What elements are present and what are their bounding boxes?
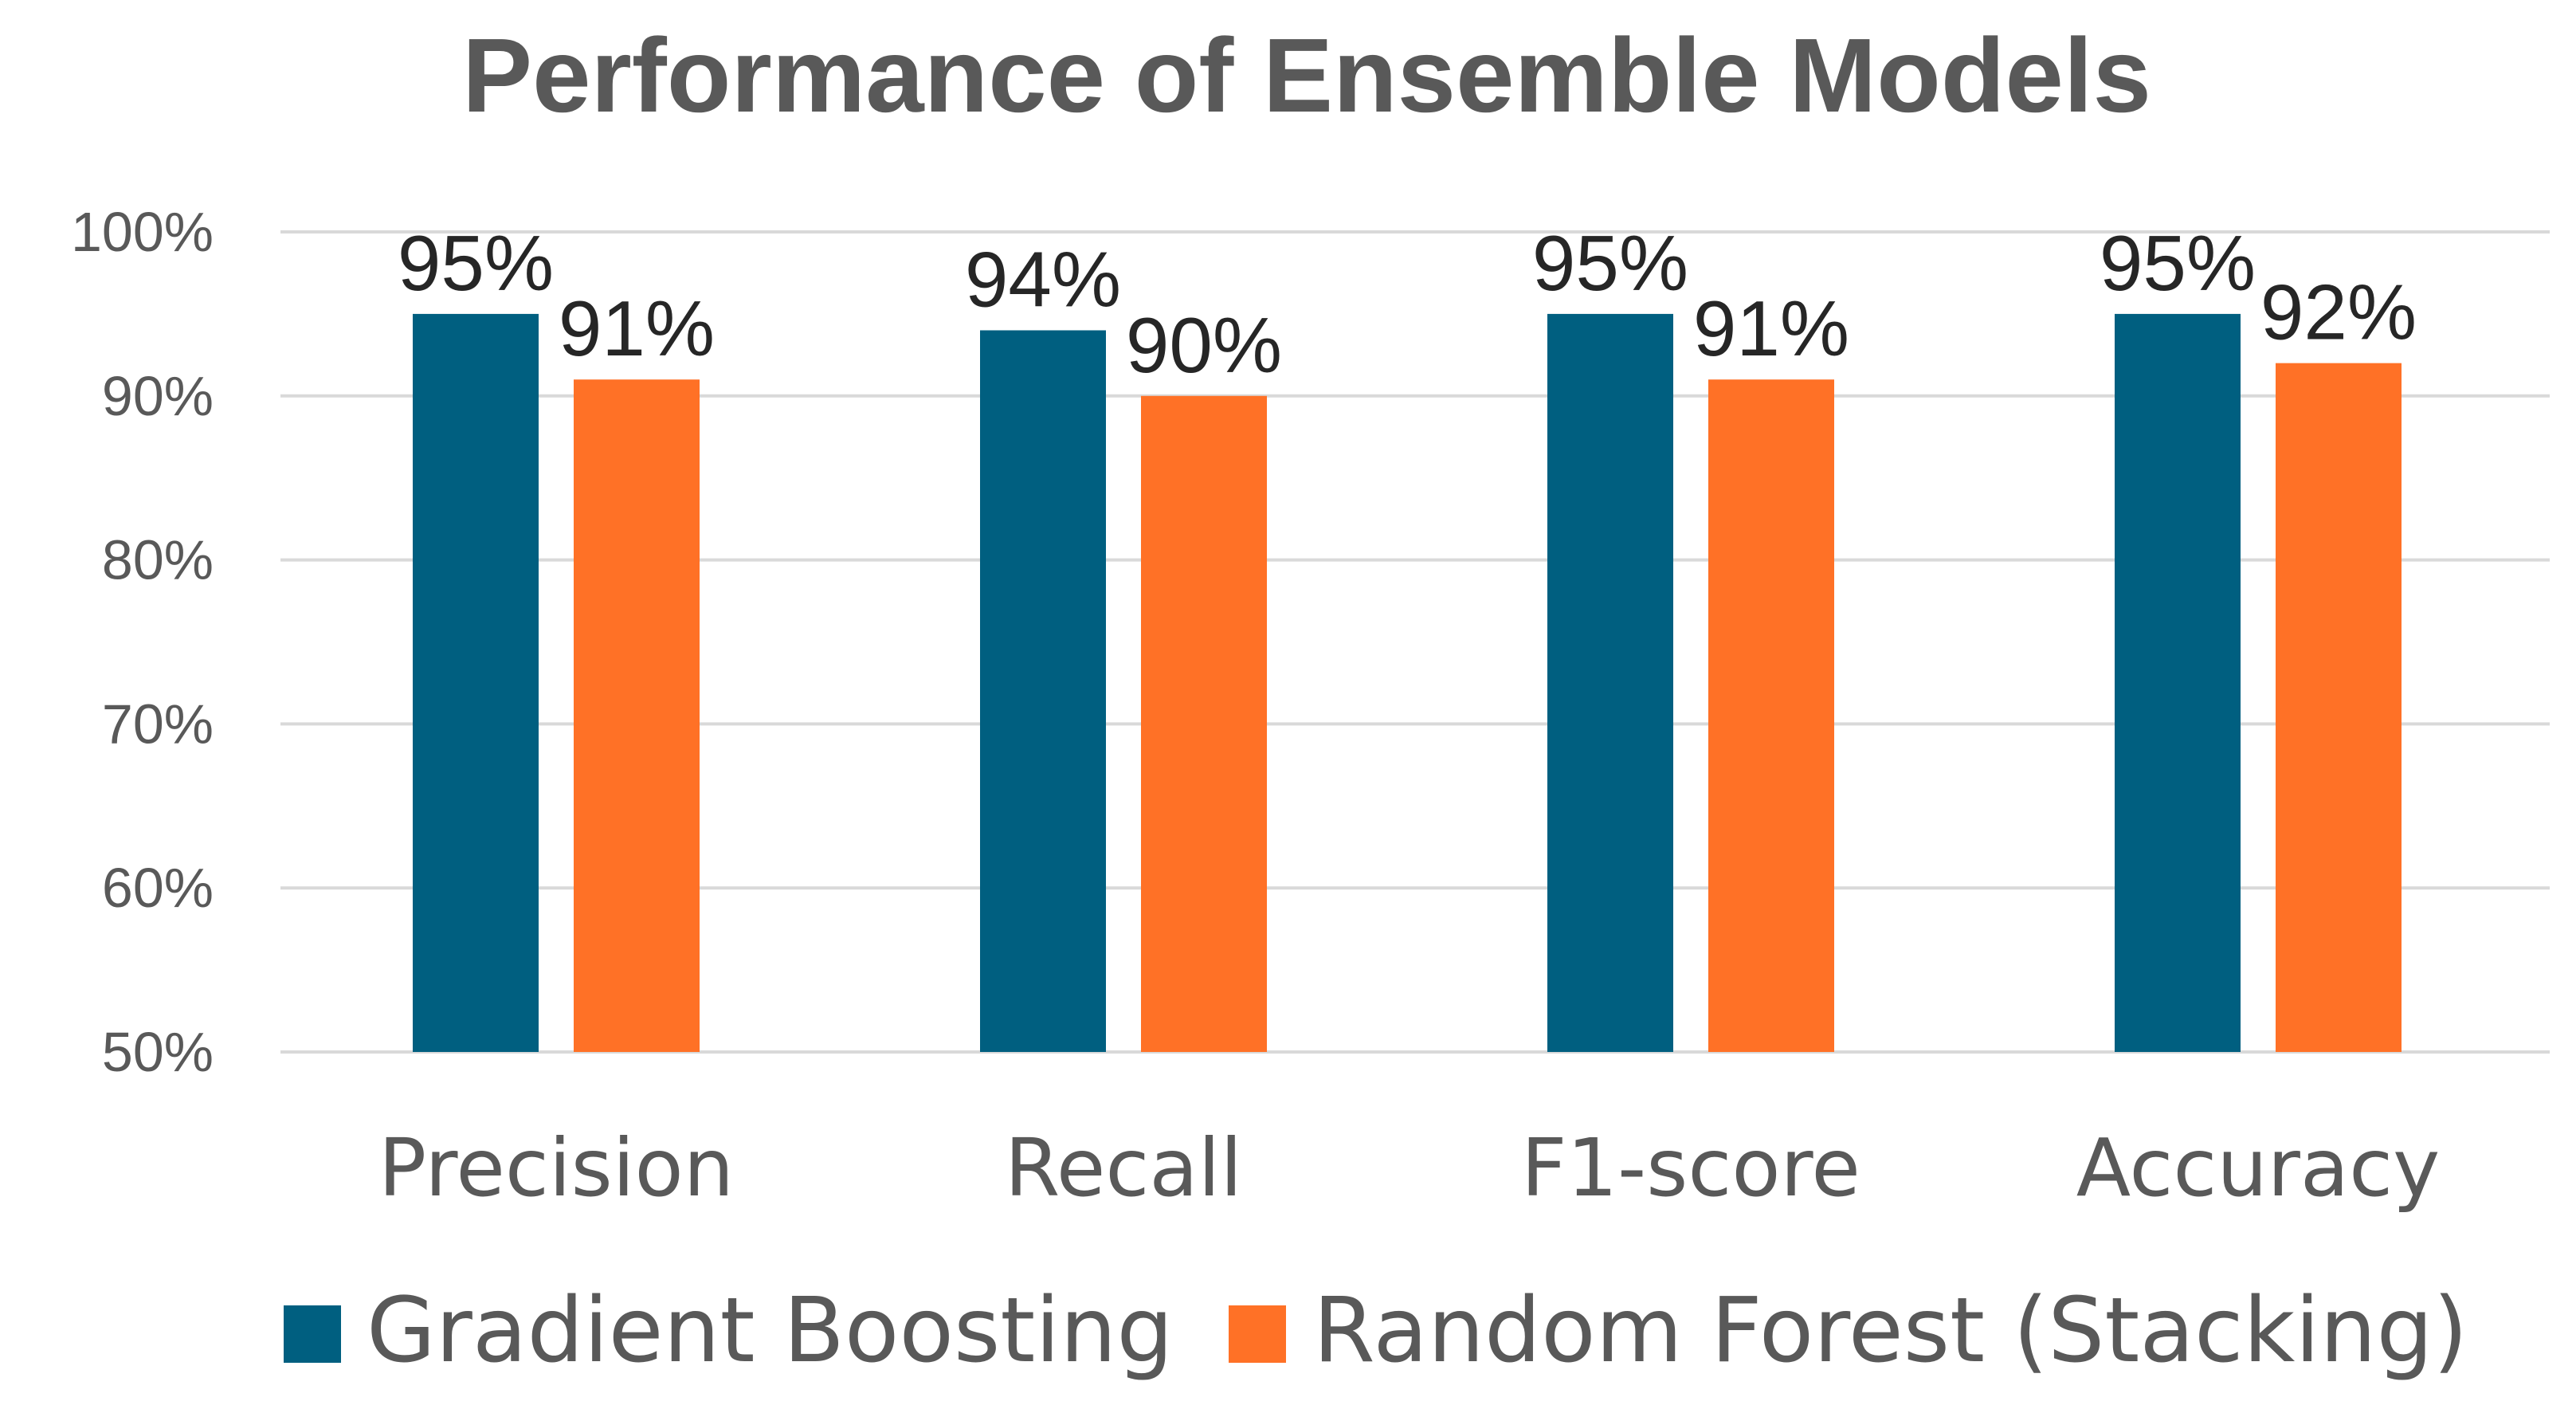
data-labels: 95%91%94%90%95%91%95%92%	[398, 219, 2417, 389]
category-label-precision: Precision	[378, 1121, 734, 1215]
bar-accuracy-series-1	[2276, 363, 2402, 1052]
bar-recall-series-0	[980, 330, 1106, 1053]
y-tick-label-70: 70%	[102, 693, 214, 755]
data-label-f1-score-series-0: 95%	[1532, 219, 1688, 307]
data-label-precision-series-0: 95%	[398, 219, 554, 307]
data-label-f1-score-series-1: 91%	[1693, 285, 1849, 372]
category-label-accuracy: Accuracy	[2076, 1121, 2441, 1215]
bar-precision-series-1	[574, 379, 700, 1053]
bar-recall-series-1	[1141, 395, 1267, 1052]
data-label-accuracy-series-1: 92%	[2260, 269, 2417, 356]
y-tick-label-90: 90%	[102, 365, 214, 427]
data-label-precision-series-1: 91%	[559, 285, 715, 372]
bar-precision-series-0	[413, 313, 539, 1052]
legend: Gradient Boosting Random Forest (Stacking…	[284, 1279, 2468, 1383]
legend-swatch-0	[284, 1305, 341, 1363]
data-label-accuracy-series-0: 95%	[2100, 219, 2256, 307]
bars	[413, 313, 2402, 1053]
data-label-recall-series-0: 94%	[965, 235, 1121, 323]
y-tick-label-80: 80%	[102, 529, 214, 591]
y-axis-ticks: 50% 60% 70% 80% 90% 100%	[71, 201, 214, 1083]
y-tick-label-60: 60%	[102, 857, 214, 919]
legend-label-1: Random Forest (Stacking)	[1313, 1279, 2468, 1383]
chart-title: Performance of Ensemble Models	[462, 17, 2151, 134]
y-tick-label-100: 100%	[71, 201, 214, 263]
bar-f1-score-series-1	[1708, 379, 1834, 1053]
legend-swatch-1	[1229, 1305, 1286, 1363]
y-tick-label-50: 50%	[102, 1021, 214, 1083]
category-label-recall: Recall	[1005, 1121, 1242, 1215]
bar-f1-score-series-0	[1547, 313, 1673, 1052]
x-axis-categories: Precision Recall F1-score Accuracy	[378, 1121, 2440, 1215]
data-label-recall-series-1: 90%	[1126, 301, 1282, 389]
category-label-f1-score: F1-score	[1521, 1121, 1860, 1215]
legend-label-0: Gradient Boosting	[367, 1279, 1173, 1383]
bar-accuracy-series-0	[2115, 313, 2241, 1052]
